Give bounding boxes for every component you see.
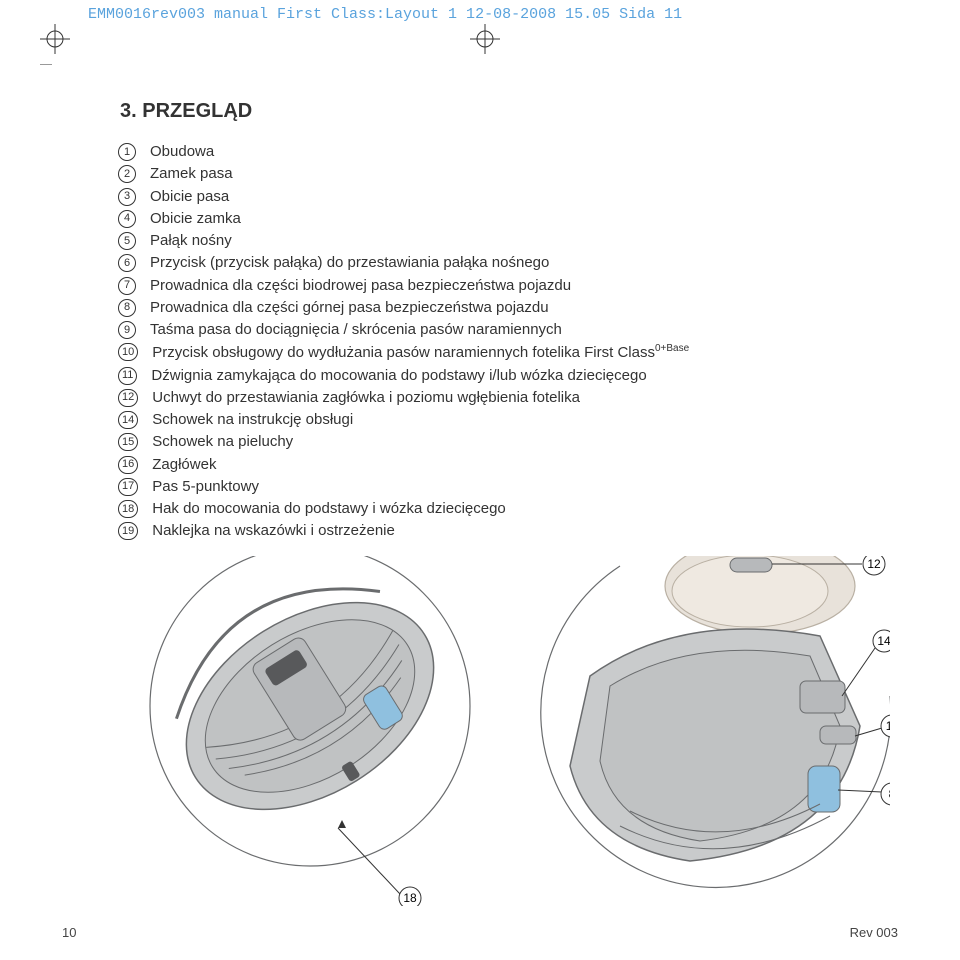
- crop-mark-top-center: [470, 24, 500, 54]
- list-item: 10Przycisk obsługowy do wydłużania pasów…: [118, 342, 888, 363]
- num-badge: 7: [118, 277, 136, 295]
- svg-text:18: 18: [403, 891, 417, 905]
- num-badge: 4: [118, 210, 136, 228]
- crop-mark-top-left: [40, 24, 70, 54]
- num-badge: 18: [118, 500, 138, 518]
- svg-text:14: 14: [877, 634, 890, 648]
- list-item: 11Dźwignia zamykająca do mocowania do po…: [118, 366, 888, 386]
- list-item: 8Prowadnica dla części górnej pasa bezpi…: [118, 298, 888, 318]
- num-badge: 19: [118, 522, 138, 540]
- doc-header: EMM0016rev003 manual First Class:Layout …: [88, 6, 682, 23]
- overview-list: 1Obudowa 2Zamek pasa 3Obicie pasa 4Obici…: [118, 142, 888, 544]
- list-item: 15Schowek na pieluchy: [118, 432, 888, 452]
- seat-illustration: 12 14 11 8 18: [120, 556, 890, 906]
- num-badge: 15: [118, 433, 138, 451]
- list-item: 12Uchwyt do przestawiania zagłówka i poz…: [118, 388, 888, 408]
- list-item: 9Taśma pasa do dociągnięcia / skrócenia …: [118, 320, 888, 340]
- num-badge: 3: [118, 188, 136, 206]
- list-item: 4Obicie zamka: [118, 209, 888, 229]
- svg-text:8: 8: [889, 787, 890, 801]
- svg-text:11: 11: [886, 719, 890, 733]
- num-badge: 6: [118, 254, 136, 272]
- list-item: 17Pas 5-punktowy: [118, 477, 888, 497]
- callout-8: 8: [881, 783, 890, 805]
- list-item: 1Obudowa: [118, 142, 888, 162]
- list-item: 7Prowadnica dla części biodrowej pasa be…: [118, 276, 888, 296]
- num-badge: 11: [118, 367, 137, 385]
- num-badge: 8: [118, 299, 136, 317]
- list-item: 6Przycisk (przycisk pałąka) do przestawi…: [118, 253, 888, 273]
- num-badge: 5: [118, 232, 136, 250]
- num-badge: 12: [118, 389, 138, 407]
- section-title: 3. PRZEGLĄD: [120, 100, 252, 123]
- svg-text:12: 12: [867, 557, 881, 571]
- list-item: 2Zamek pasa: [118, 164, 888, 184]
- num-badge: 1: [118, 143, 136, 161]
- list-item: 14Schowek na instrukcję obsługi: [118, 410, 888, 430]
- callout-18: 18: [399, 887, 421, 906]
- detail-bottom-view: [137, 556, 471, 894]
- num-badge: 14: [118, 411, 138, 429]
- num-badge: 17: [118, 478, 138, 496]
- list-item: 3Obicie pasa: [118, 187, 888, 207]
- detail-rear-view: [541, 556, 890, 887]
- num-badge: 9: [118, 321, 136, 339]
- num-badge: 2: [118, 165, 136, 183]
- revision-label: Rev 003: [850, 925, 898, 940]
- list-item: 16Zagłówek: [118, 455, 888, 475]
- page-number: 10: [62, 925, 76, 940]
- list-item: 5Pałąk nośny: [118, 231, 888, 251]
- crop-mark-left: [40, 64, 52, 764]
- callout-14: 14: [873, 630, 890, 652]
- num-badge: 16: [118, 456, 138, 474]
- num-badge: 10: [118, 343, 138, 361]
- list-item: 19Naklejka na wskazówki i ostrzeżenie: [118, 521, 888, 541]
- list-item: 18Hak do mocowania do podstawy i wózka d…: [118, 499, 888, 519]
- callout-12: 12: [863, 556, 885, 575]
